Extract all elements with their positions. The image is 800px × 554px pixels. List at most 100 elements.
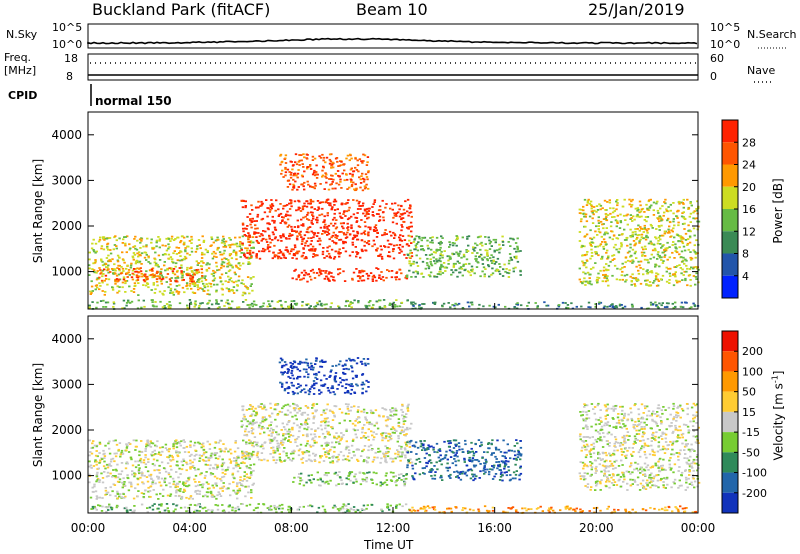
data-point [465,249,468,251]
data-point [376,427,380,430]
data-point [375,249,378,251]
data-point [361,275,365,277]
data-point [286,430,289,433]
data-point [117,278,121,281]
data-point [172,510,175,513]
data-point [431,241,434,244]
data-point [471,270,474,273]
data-point [402,220,405,223]
data-point [194,509,197,512]
data-point [276,413,279,416]
data-point [367,216,370,219]
data-point [202,453,205,456]
data-point [163,509,167,512]
data-point [174,277,177,279]
data-point [154,264,157,267]
data-point [408,211,411,214]
data-point [229,494,232,497]
data-point [605,251,608,254]
data-point [377,209,381,212]
data-point [98,443,102,445]
data-point [615,306,619,309]
data-point [343,233,346,236]
data-point [89,290,92,293]
data-point [683,222,686,225]
data-point [660,246,663,249]
data-point [249,415,252,417]
data-point [250,408,254,410]
data-point [399,459,402,462]
data-point [395,430,398,432]
data-point [131,510,134,513]
data-point [367,187,370,190]
data-point [308,307,311,309]
data-point [113,475,117,477]
data-point [124,244,127,247]
data-point [233,460,236,462]
data-point [89,451,92,453]
data-point [137,282,140,284]
data-point [606,201,609,203]
data-point [332,178,335,181]
data-point [155,445,158,448]
data-point [194,481,197,483]
data-point [208,263,211,266]
data-point [307,505,310,507]
data-point [219,487,222,490]
data-point [661,251,664,254]
data-point [673,236,676,239]
data-point [514,242,518,244]
data-point [617,509,620,511]
data-point [455,239,458,242]
data-point [356,164,360,167]
data-point [228,246,232,249]
data-point [552,509,555,512]
data-point [650,253,653,256]
data-point [204,474,207,477]
data-point [116,285,119,288]
data-point [215,302,218,305]
data-point [264,248,267,251]
data-point [266,305,269,308]
data-point [91,505,95,508]
data-point [320,273,323,275]
data-point [175,246,178,249]
data-point [669,221,672,224]
data-point [144,284,148,287]
data-point [241,461,245,464]
data-point [385,233,388,235]
data-point [300,224,303,227]
data-point [194,300,197,303]
data-point [326,227,329,230]
data-point [658,225,661,228]
data-point [203,285,206,287]
data-point [242,439,245,442]
data-point [426,239,429,242]
data-point [211,252,214,255]
data-point [656,242,660,245]
data-point [405,276,409,278]
data-point [393,214,397,217]
data-point [197,239,201,241]
data-point [214,463,217,466]
data-point [134,445,138,448]
data-point [338,408,341,410]
data-point [237,508,241,511]
data-point [321,201,325,204]
data-point [179,255,182,257]
data-point [97,240,101,243]
freq-unit-label: [MHz] [4,64,37,77]
data-point [492,260,495,263]
data-point [375,213,379,215]
data-point [197,271,201,274]
data-point [621,266,624,269]
data-point [122,483,126,485]
data-point [360,239,364,242]
data-point [456,237,459,240]
data-point [238,250,242,252]
data-point [253,231,256,234]
data-point [580,212,583,215]
data-point [200,271,204,274]
data-point [392,427,396,430]
data-point [246,476,249,479]
